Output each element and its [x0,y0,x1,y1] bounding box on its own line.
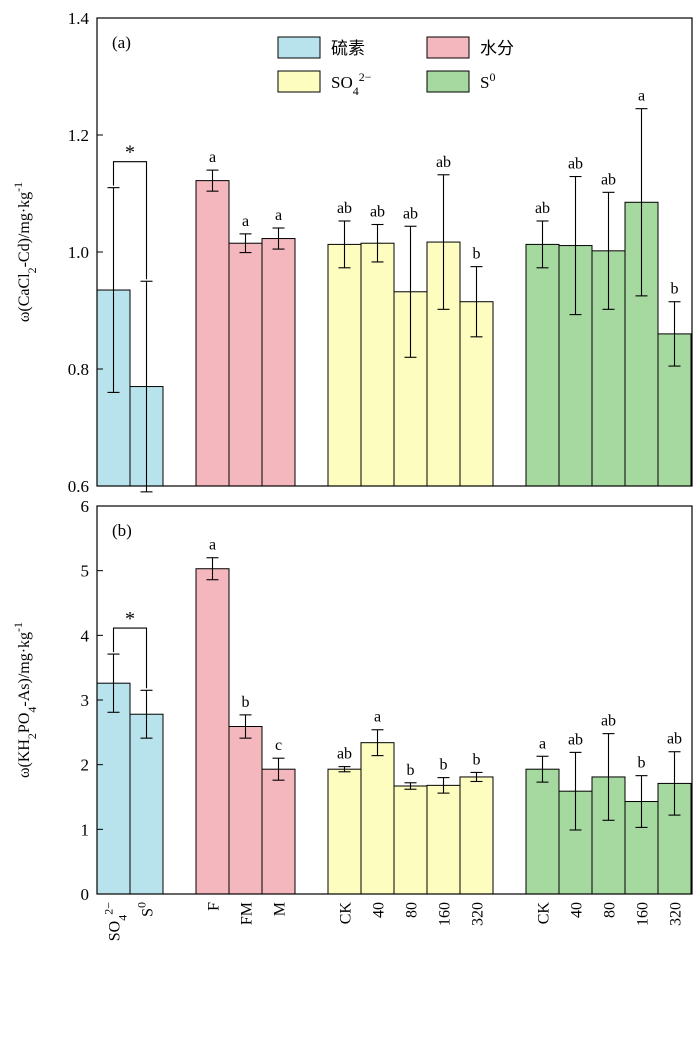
bar-硫素-S0 [129,713,164,895]
significance-letter: ab [568,156,583,173]
bar-水分-F [195,180,230,487]
y-axis-label: ω(CaCl2-Cd)/mg·kg-1 [11,182,39,322]
significance-letter: a [242,213,249,230]
x-axis-labels: SO42− S0 F FM M CK 40 80 160 320 CK 40 80 160 320 [102,902,685,942]
legend-label: S0 [480,70,495,92]
significance-star: * [125,608,135,630]
y-tick-label: 1.0 [68,243,89,262]
bar-SO42−-CK [327,768,362,895]
bar-水分-FM [228,726,263,895]
y-tick-label: 1.4 [68,9,90,28]
x-tick-label: 320 [668,902,685,926]
significance-bracket [112,161,148,280]
significance-letter: ab [436,154,451,171]
significance-letter: b [473,751,481,768]
bar-SO42−-320 [459,776,494,895]
significance-letter: ab [601,171,616,188]
bar-水分-M [261,768,296,895]
bar-水分-F [195,568,230,895]
significance-letter: a [539,735,546,752]
significance-letter: a [638,88,645,105]
x-tick-label: 80 [404,902,421,918]
panel-a: * aa a ab ab ababbabababab0.60.81.01.21.4(a)ω… [11,9,693,496]
x-tick-label: 160 [437,902,454,926]
bar-S0-CK [525,768,560,895]
significance-bracket [112,627,148,689]
y-tick-label: 3 [81,691,90,710]
significance-letter: ab [568,731,583,748]
y-tick-label: 0.6 [68,477,89,496]
significance-letter: a [275,207,282,224]
x-tick-label: CK [536,902,553,925]
bar-SO42−-160 [426,784,461,895]
significance-letter: ab [403,205,418,222]
significance-letter: a [209,537,216,554]
x-tick-label: 80 [602,902,619,918]
legend-swatch [426,36,470,59]
significance-letter: b [638,755,646,772]
bar-SO42−-80 [393,785,428,895]
x-tick-label: 160 [635,902,652,926]
legend-label: 水分 [480,39,514,58]
bar-S0-CK [525,243,560,487]
bar-SO42−-CK [327,243,362,487]
significance-letter: ab [337,746,352,763]
x-tick-label: M [272,902,289,916]
y-tick-label: 2 [81,756,90,775]
significance-letter: ab [370,204,385,221]
significance-letter: c [275,737,282,754]
x-tick-label: F [206,902,223,911]
significance-letter: b [671,281,679,298]
bar-SO42−-40 [360,742,395,895]
significance-letter: b [242,694,250,711]
y-tick-label: 0.8 [68,360,89,379]
y-axis-label: ω(KH2PO4-As)/mg·kg-1 [11,622,39,778]
x-tick-label: 40 [371,902,388,918]
legend-label: 硫素 [331,39,365,58]
significance-letter: b [473,246,481,263]
y-tick-label: 1 [81,820,90,839]
bar-硫素-SO4 2− [96,682,131,895]
significance-letter: ab [535,200,550,217]
legend-swatch [277,36,321,59]
significance-letter: a [209,149,216,166]
significance-letter: ab [667,731,682,748]
panel-label: (b) [112,521,132,540]
significance-letter: a [374,709,381,726]
significance-star: * [125,142,135,164]
x-tick-label: 320 [470,902,487,926]
significance-letter: b [407,762,415,779]
x-tick-label: SO42− [102,902,130,941]
significance-letter: b [440,757,448,774]
bar-SO42−-40 [360,242,395,487]
significance-letter: ab [601,713,616,730]
y-tick-label: 6 [81,497,90,516]
y-tick-label: 4 [81,626,90,645]
y-tick-label: 1.2 [68,126,89,145]
y-tick-label: 0 [81,885,90,904]
legend-swatch [426,70,470,93]
x-tick-label: 40 [569,902,586,918]
x-tick-label: S0 [135,902,157,917]
panel-label: (a) [112,33,131,52]
x-tick-label: FM [239,902,256,925]
x-tick-label: CK [338,902,355,925]
significance-letter: ab [337,200,352,217]
legend: 硫素 水分 SO42− S0 [277,36,514,98]
legend-swatch [277,70,321,93]
y-tick-label: 5 [81,562,90,581]
bar-水分-M [261,238,296,487]
bar-水分-FM [228,242,263,487]
legend-label: SO42− [331,70,372,98]
